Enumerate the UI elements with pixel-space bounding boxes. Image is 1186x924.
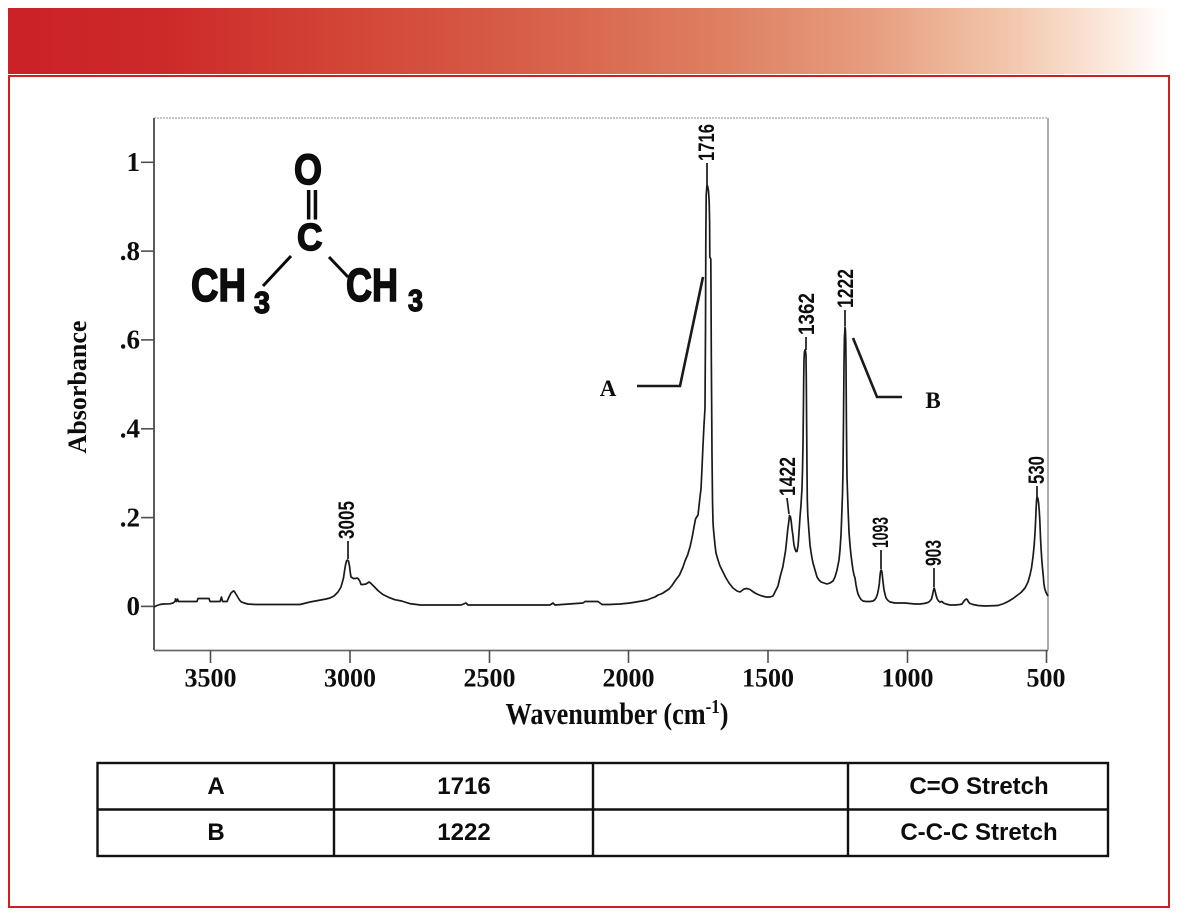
svg-text:530: 530 (1024, 456, 1049, 484)
svg-text:500: 500 (1027, 664, 1066, 693)
svg-text:3: 3 (408, 283, 423, 318)
svg-text:903: 903 (921, 540, 946, 566)
svg-text:C: C (297, 217, 323, 259)
svg-text:C=O Stretch: C=O Stretch (909, 773, 1048, 800)
svg-text:A: A (600, 376, 617, 401)
svg-text:1716: 1716 (694, 124, 719, 161)
svg-text:.6: .6 (120, 325, 140, 355)
svg-text:B: B (207, 819, 224, 846)
svg-text:1222: 1222 (833, 269, 858, 308)
svg-text:Wavenumber (cm-1): Wavenumber (cm-1) (506, 696, 729, 731)
svg-text:1422: 1422 (775, 457, 800, 496)
svg-text:1: 1 (127, 147, 141, 177)
svg-text:A: A (207, 773, 224, 800)
svg-text:1716: 1716 (437, 773, 490, 800)
svg-text:CH: CH (191, 259, 246, 311)
svg-text:1500: 1500 (742, 664, 794, 693)
svg-text:.8: .8 (120, 236, 140, 266)
svg-text:2000: 2000 (603, 664, 655, 693)
svg-text:1093: 1093 (868, 517, 893, 548)
svg-text:1222: 1222 (437, 819, 490, 846)
svg-text:Absorbance: Absorbance (63, 321, 92, 454)
svg-text:.4: .4 (120, 414, 140, 444)
svg-text:B: B (925, 388, 940, 413)
svg-text:3005: 3005 (334, 501, 359, 539)
svg-text:.2: .2 (120, 502, 140, 532)
svg-text:2500: 2500 (464, 664, 516, 693)
svg-text:3500: 3500 (185, 664, 237, 693)
svg-text:1362: 1362 (794, 293, 819, 335)
svg-text:O: O (294, 146, 322, 194)
svg-text:1000: 1000 (882, 664, 934, 693)
svg-text:3: 3 (254, 285, 270, 320)
svg-text:C-C-C Stretch: C-C-C Stretch (900, 819, 1057, 846)
svg-text:0: 0 (127, 591, 141, 621)
svg-text:CH: CH (346, 259, 398, 311)
svg-text:3000: 3000 (324, 664, 376, 693)
